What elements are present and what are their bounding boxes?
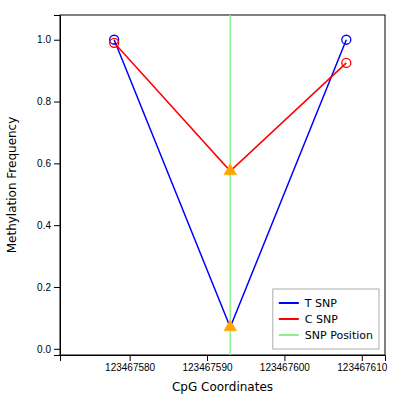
tick-mark — [54, 163, 60, 164]
axis-line — [54, 16, 61, 356]
tick: 0.6 — [37, 158, 60, 169]
tick-label: 0.8 — [37, 96, 51, 107]
legend-swatch — [279, 318, 299, 320]
series-line — [114, 40, 346, 327]
snp-marker — [224, 164, 237, 175]
legend-label: T SNP — [304, 297, 337, 310]
legend-label: C SNP — [305, 313, 338, 326]
chart-container: 1234675801234675901234676001234676100.00… — [0, 0, 400, 400]
tick-mark — [207, 355, 208, 361]
tick-mark — [54, 349, 60, 350]
x-axis: 123467580 123467590 123467600 123467610 — [61, 355, 388, 373]
legend-box — [273, 289, 379, 349]
tick: 0.4 — [37, 220, 60, 231]
series-line — [114, 43, 346, 171]
tick-mark — [284, 355, 285, 361]
tick: 1.0 — [37, 34, 60, 45]
tick-mark — [362, 355, 363, 361]
tick-mark — [54, 40, 60, 41]
legend-swatch — [279, 334, 299, 336]
tick-label: 123467590 — [182, 362, 232, 373]
legend: T SNP C SNP SNP Position — [273, 289, 379, 349]
tick: 0.8 — [37, 96, 60, 107]
tick-label: 123467580 — [105, 362, 155, 373]
x-axis-title: CpG Coordinates — [172, 380, 273, 394]
marks — [110, 15, 351, 355]
plot-frame — [60, 15, 385, 355]
y-axis-title: Methylation Frequency — [5, 117, 19, 254]
snp-marker — [224, 320, 237, 331]
tick: 123467580 — [105, 355, 155, 373]
tick-label: 0.0 — [37, 344, 51, 355]
tick-label: 123467600 — [260, 362, 310, 373]
point-marker — [342, 35, 351, 44]
point-marker — [110, 38, 119, 47]
y-axis: 0.0 0.2 0.4 0.6 0.8 1.0 — [37, 16, 60, 356]
legend-label: SNP Position — [305, 329, 373, 342]
tick-label: 1.0 — [37, 34, 51, 45]
tick: 123467590 — [182, 355, 232, 373]
point-marker — [342, 58, 351, 67]
tick: 123467600 — [260, 355, 310, 373]
tick-mark — [130, 355, 131, 361]
tick-label: 0.2 — [37, 282, 51, 293]
tick-label: 123467610 — [337, 362, 387, 373]
legend-swatch — [279, 302, 299, 304]
snp-line — [229, 15, 231, 355]
chart: 1234675801234675901234676001234676100.00… — [0, 0, 400, 400]
tick-label: 0.4 — [37, 220, 51, 231]
tick: 0.2 — [37, 282, 60, 293]
tick-mark — [54, 287, 60, 288]
plot: 1234675801234675901234676001234676100.00… — [5, 15, 388, 394]
tick: 0.0 — [37, 344, 60, 355]
tick-mark — [54, 225, 60, 226]
tick-label: 0.6 — [37, 158, 51, 169]
axis-line — [61, 356, 386, 362]
tick: 123467610 — [337, 355, 387, 373]
tick-mark — [54, 102, 60, 103]
